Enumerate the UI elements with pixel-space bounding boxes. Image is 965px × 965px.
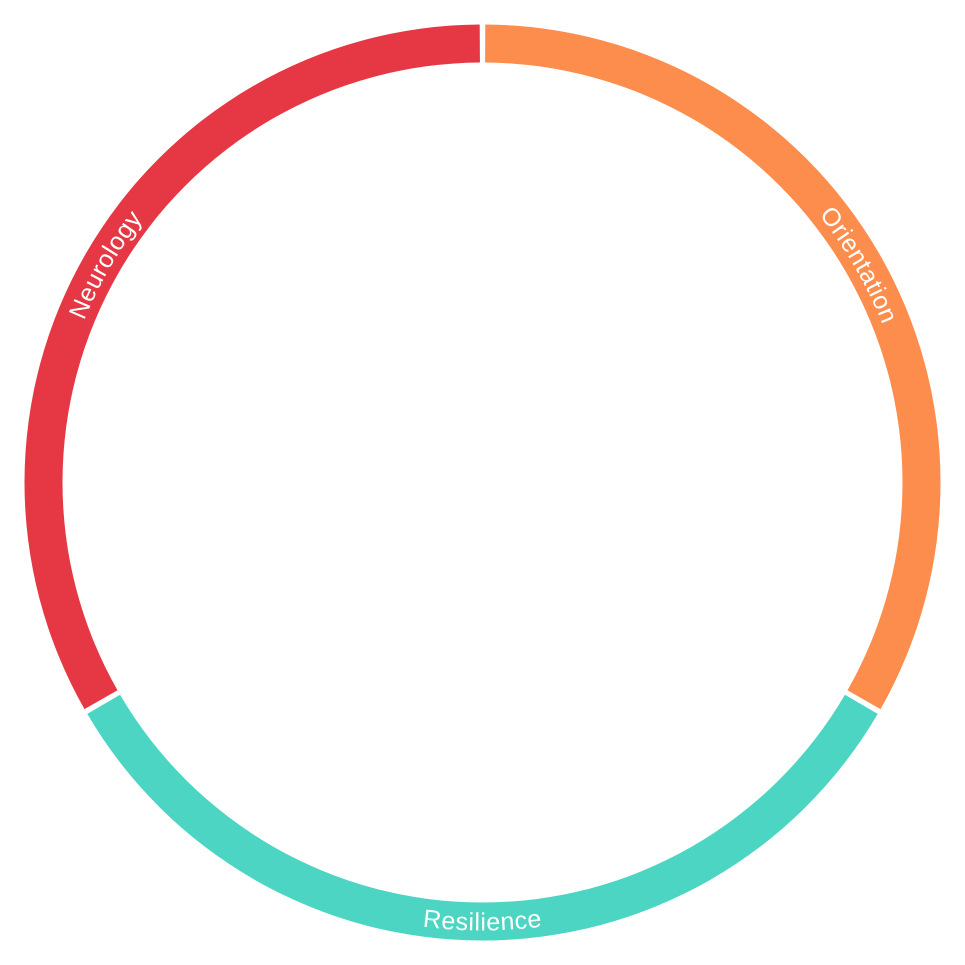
label-resilience: Resilience xyxy=(422,905,543,937)
segment-neurology xyxy=(24,24,480,710)
segment-resilience xyxy=(87,694,878,941)
segments-group xyxy=(24,24,941,941)
label-orientation: Orientation xyxy=(814,201,903,327)
segment-orientation xyxy=(485,24,941,710)
